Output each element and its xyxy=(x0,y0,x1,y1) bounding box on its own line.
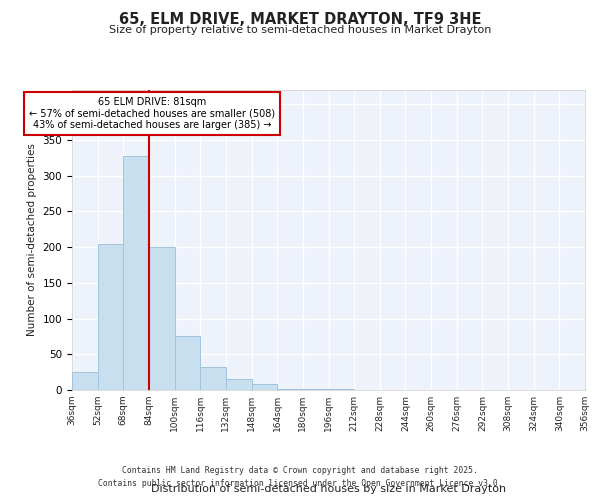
Bar xyxy=(277,388,303,390)
Y-axis label: Number of semi-detached properties: Number of semi-detached properties xyxy=(27,144,37,336)
Text: Size of property relative to semi-detached houses in Market Drayton: Size of property relative to semi-detach… xyxy=(109,25,491,35)
Bar xyxy=(98,244,124,390)
Bar xyxy=(175,336,200,390)
Bar xyxy=(149,247,175,390)
Bar xyxy=(124,156,149,390)
Text: Contains HM Land Registry data © Crown copyright and database right 2025.
Contai: Contains HM Land Registry data © Crown c… xyxy=(98,466,502,487)
Bar xyxy=(200,367,226,390)
Bar xyxy=(251,384,277,390)
Bar xyxy=(72,372,98,390)
Text: 65, ELM DRIVE, MARKET DRAYTON, TF9 3HE: 65, ELM DRIVE, MARKET DRAYTON, TF9 3HE xyxy=(119,12,481,28)
Text: 65 ELM DRIVE: 81sqm
← 57% of semi-detached houses are smaller (508)
43% of semi-: 65 ELM DRIVE: 81sqm ← 57% of semi-detach… xyxy=(29,97,275,130)
Bar xyxy=(226,380,251,390)
X-axis label: Distribution of semi-detached houses by size in Market Drayton: Distribution of semi-detached houses by … xyxy=(151,484,506,494)
